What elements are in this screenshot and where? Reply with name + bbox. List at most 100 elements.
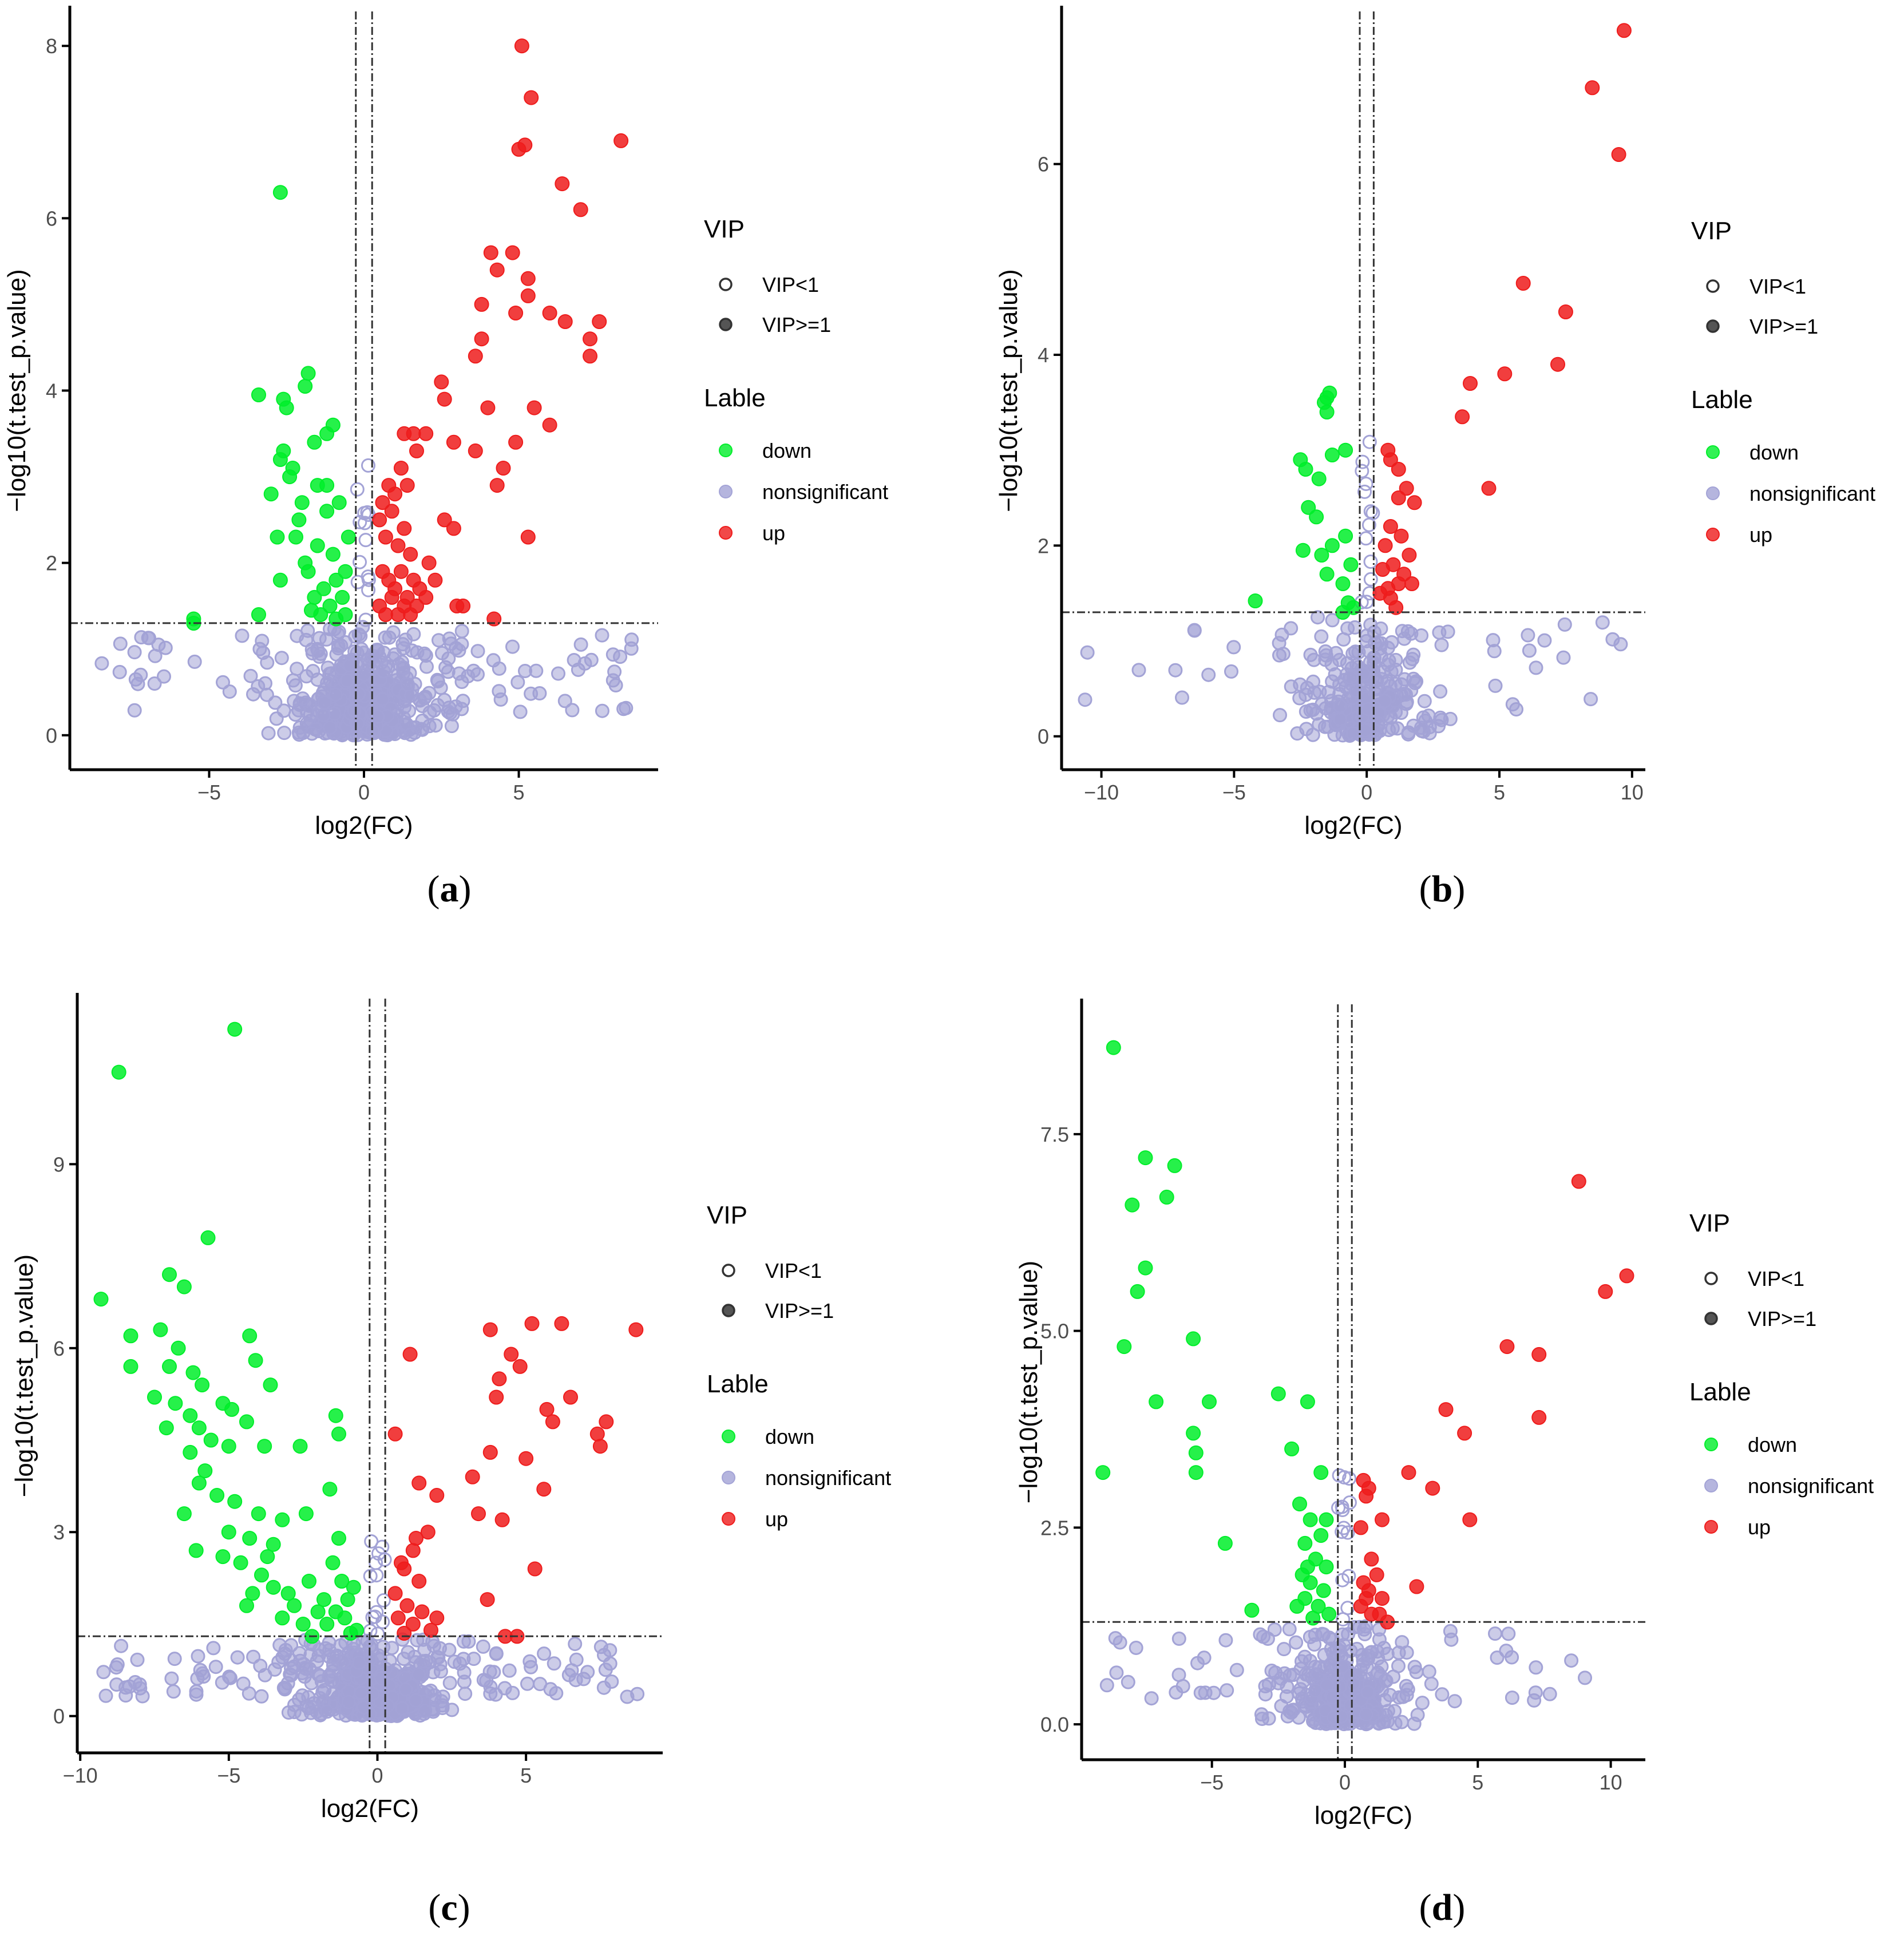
point-nonsignificant bbox=[549, 1686, 564, 1701]
point-down bbox=[302, 1574, 316, 1589]
point-down bbox=[328, 1408, 343, 1423]
point-nonsignificant bbox=[331, 641, 346, 656]
point-up bbox=[1611, 147, 1626, 162]
point-nonsignificant bbox=[1333, 699, 1348, 714]
point-up bbox=[527, 1561, 543, 1577]
point-nonsignificant bbox=[1522, 643, 1537, 658]
point-nonsignificant bbox=[1324, 1641, 1339, 1656]
point-up bbox=[418, 589, 434, 605]
point-nonsignificant bbox=[1197, 1650, 1212, 1665]
point-nonsignificant bbox=[1404, 626, 1419, 641]
point-nonsignificant bbox=[110, 1657, 125, 1672]
point-nonsignificant bbox=[1109, 1665, 1124, 1680]
point-up bbox=[446, 434, 461, 450]
point-up bbox=[434, 374, 449, 390]
panel-label: (a) bbox=[427, 868, 472, 910]
point-down bbox=[195, 1377, 210, 1393]
point-nonsignificant bbox=[147, 676, 162, 691]
point-down bbox=[1295, 543, 1311, 558]
point-nonsignificant bbox=[1078, 692, 1092, 707]
legend-up-icon bbox=[1706, 528, 1720, 541]
point-down bbox=[1130, 1284, 1145, 1299]
point-nonsignificant bbox=[164, 1671, 179, 1686]
point-down bbox=[1319, 1512, 1334, 1527]
y-axis-title: −log10(t.test_p.value) bbox=[3, 269, 31, 512]
point-nonsignificant bbox=[1377, 694, 1392, 708]
point-nonsignificant bbox=[442, 1676, 457, 1690]
point-down bbox=[251, 387, 266, 402]
point-up bbox=[1369, 1567, 1384, 1582]
point-nonsignificant bbox=[1303, 1630, 1317, 1644]
x-tick-label: 10 bbox=[1621, 781, 1644, 804]
point-down bbox=[1338, 528, 1353, 544]
point-nonsignificant bbox=[410, 645, 425, 660]
point-up bbox=[390, 1610, 406, 1626]
point-up bbox=[496, 461, 511, 476]
point-down bbox=[319, 504, 335, 519]
point-down bbox=[233, 1555, 248, 1570]
point-nonsignificant bbox=[1335, 1499, 1349, 1514]
point-up bbox=[403, 547, 418, 562]
point-down bbox=[1186, 1426, 1201, 1441]
point-up bbox=[505, 245, 520, 260]
point-nonsignificant bbox=[326, 1673, 341, 1688]
point-down bbox=[307, 589, 322, 605]
legend-label-item: down bbox=[765, 1425, 814, 1448]
legend-vip-filled-icon bbox=[719, 318, 733, 331]
point-nonsignificant bbox=[1414, 720, 1428, 735]
point-up bbox=[527, 400, 542, 415]
point-up bbox=[414, 1604, 430, 1620]
point-nonsignificant bbox=[431, 1650, 446, 1665]
point-nonsignificant bbox=[1218, 1633, 1233, 1648]
point-down bbox=[1311, 471, 1327, 486]
point-nonsignificant bbox=[411, 1667, 426, 1682]
point-down bbox=[282, 469, 298, 485]
point-up bbox=[524, 90, 539, 105]
point-down bbox=[1270, 1386, 1286, 1401]
point-down bbox=[1301, 500, 1316, 515]
point-nonsignificant bbox=[520, 1676, 535, 1691]
point-up bbox=[387, 1586, 403, 1601]
legend: VIP VIP<1 VIP>=1 Lable down nonsignificant up bbox=[704, 215, 888, 545]
point-down bbox=[239, 1598, 254, 1613]
point-nonsignificant bbox=[1417, 694, 1432, 708]
point-down bbox=[1297, 1535, 1313, 1551]
point-nonsignificant bbox=[1359, 531, 1373, 546]
point-nonsignificant bbox=[1099, 1678, 1114, 1693]
point-nonsignificant bbox=[135, 1689, 150, 1704]
point-up bbox=[397, 1626, 412, 1641]
point-up bbox=[1391, 462, 1406, 477]
point-nonsignificant bbox=[1332, 652, 1347, 667]
point-down bbox=[310, 538, 325, 553]
point-up bbox=[518, 1451, 534, 1466]
point-nonsignificant bbox=[1357, 484, 1372, 499]
point-nonsignificant bbox=[409, 1693, 423, 1708]
point-up bbox=[423, 1622, 438, 1638]
point-nonsignificant bbox=[1264, 1664, 1279, 1678]
point-nonsignificant bbox=[561, 1668, 576, 1682]
legend-vip-item: VIP>=1 bbox=[762, 313, 831, 336]
point-down bbox=[162, 1359, 177, 1374]
point-down bbox=[1303, 1575, 1318, 1590]
point-nonsignificant bbox=[595, 703, 609, 718]
point-nonsignificant bbox=[127, 703, 142, 718]
point-up bbox=[1388, 600, 1404, 615]
point-down bbox=[1313, 1528, 1329, 1543]
point-nonsignificant bbox=[1198, 1685, 1213, 1700]
point-down bbox=[1324, 448, 1340, 462]
point-up bbox=[494, 1512, 510, 1527]
point-up bbox=[405, 1543, 421, 1558]
point-up bbox=[583, 349, 597, 364]
legend-vip-open-icon bbox=[722, 1264, 735, 1277]
point-down bbox=[123, 1359, 138, 1374]
x-tick-label: −10 bbox=[1084, 781, 1119, 804]
point-down bbox=[338, 607, 353, 622]
point-up bbox=[599, 1414, 614, 1430]
point-down bbox=[242, 1328, 258, 1344]
point-nonsignificant bbox=[1282, 1704, 1297, 1719]
point-nonsignificant bbox=[551, 666, 565, 681]
point-down bbox=[270, 529, 285, 545]
point-nonsignificant bbox=[1332, 1468, 1347, 1483]
point-nonsignificant bbox=[1542, 1686, 1557, 1701]
point-down bbox=[272, 185, 288, 200]
